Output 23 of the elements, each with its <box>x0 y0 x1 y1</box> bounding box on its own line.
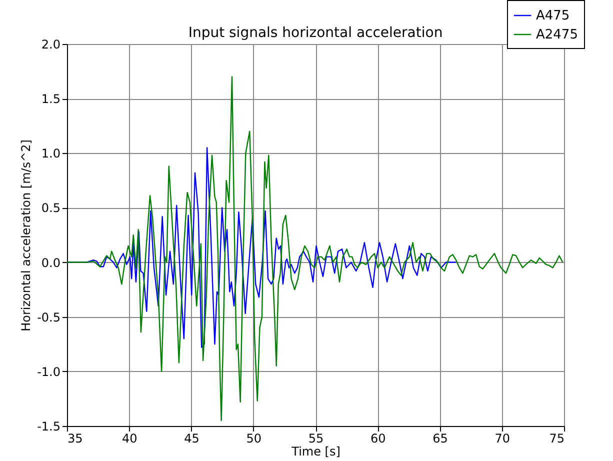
y-tick-label: -0.5 <box>37 310 60 324</box>
y-tick-label: -1.0 <box>37 364 60 379</box>
x-tick-label: 45 <box>184 432 200 446</box>
y-tick-label: 1.0 <box>41 146 60 161</box>
x-tick-label: 35 <box>68 432 83 446</box>
x-tick-label: 70 <box>494 432 510 446</box>
x-tick-label: 60 <box>370 432 386 446</box>
y-axis-title: Horizontal acceleration [m/s^2] <box>19 140 34 332</box>
y-tick-label: 2.0 <box>41 38 60 52</box>
y-tick-label: -1.5 <box>37 420 60 434</box>
x-tick-label: 75 <box>549 432 564 446</box>
x-tick-label: 55 <box>308 432 324 446</box>
x-tick-label: 50 <box>246 432 262 446</box>
y-tick-label: 1.5 <box>41 92 60 106</box>
x-tick-label: 40 <box>122 432 138 446</box>
line-series <box>66 76 564 422</box>
y-tick-label: 0.5 <box>41 201 60 216</box>
x-axis-title: Time [s] <box>290 444 340 458</box>
legend-label: A2475 <box>536 28 578 42</box>
x-tick-label: 65 <box>432 432 448 446</box>
y-tick-label: 0.0 <box>41 256 60 270</box>
legend-label: A475 <box>536 8 570 24</box>
chart-title: Input signals horizontal acceleration <box>188 25 443 41</box>
